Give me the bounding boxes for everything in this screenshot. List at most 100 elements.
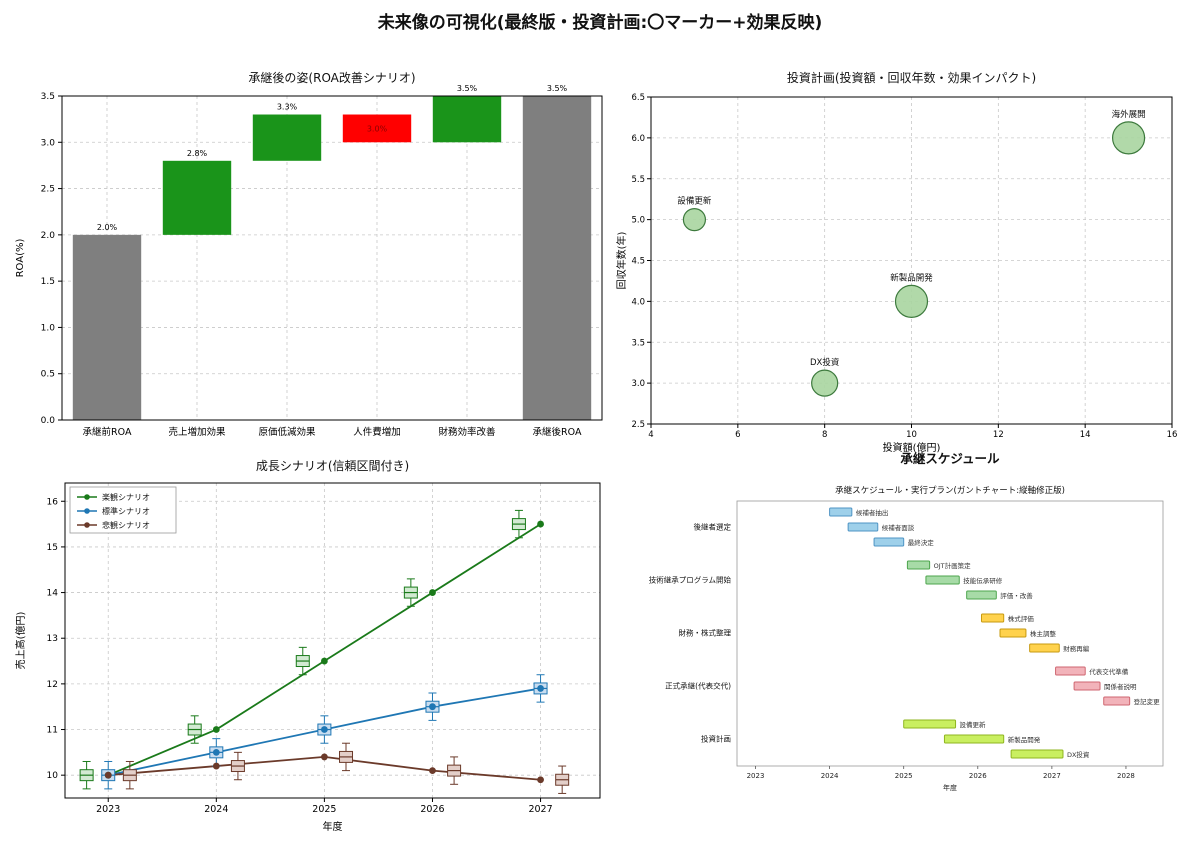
y-axis-label: 回収年数(年) (616, 232, 628, 290)
y-tick-label: 14 (47, 589, 59, 599)
gantt-task-bar (925, 575, 960, 585)
y-tick-label: 3.5 (41, 92, 55, 102)
bubble-label: 新製品開発 (890, 272, 933, 283)
waterfall-bar (342, 114, 412, 143)
bubble-point (682, 208, 707, 232)
gantt-task-bar (943, 734, 1005, 744)
bubble-label: DX投資 (810, 357, 839, 368)
gantt-task-label: OJT計画策定 (934, 561, 972, 570)
gantt-category-label: 後継者選定 (694, 522, 732, 532)
page-title: 未来像の可視化(最終版・投資計画:〇マーカー+効果反映) (377, 13, 823, 33)
y-tick-label: 2.5 (631, 420, 645, 430)
data-point (320, 753, 328, 761)
y-tick-label: 3.5 (631, 338, 645, 348)
y-tick-label: 11 (47, 726, 58, 736)
x-axis-label: 投資額(億円) (883, 441, 941, 454)
gantt-inner-title: 承継スケジュール・実行プラン(ガントチャート:縦軸修正版) (835, 485, 1065, 496)
x-tick-label: 4 (648, 430, 653, 440)
data-point (537, 776, 544, 784)
y-tick-label: 6.5 (631, 93, 645, 103)
gantt-task-label: 登記変更 (1134, 697, 1161, 706)
gantt-task-bar (1055, 666, 1086, 676)
waterfall-bar (252, 114, 322, 161)
x-tick-label: 2028 (1117, 772, 1135, 780)
y-tick-label: 4.5 (631, 257, 645, 267)
x-tick-label: 2026 (969, 772, 987, 780)
data-point (212, 726, 220, 733)
y-tick-label: 2.0 (41, 231, 56, 241)
y-tick-label: 13 (47, 634, 58, 644)
gantt-task-bar (1010, 749, 1064, 759)
gantt-task-bar (1103, 696, 1131, 706)
y-tick-label: 0.5 (41, 370, 55, 380)
waterfall-bar (522, 96, 592, 420)
gantt-task-bar (1073, 681, 1101, 691)
data-point (212, 748, 220, 756)
y-tick-label: 5.0 (631, 216, 645, 226)
y-tick-label: 16 (47, 497, 59, 507)
x-tick-label: 承継後ROA (533, 426, 582, 438)
gantt-task-bar (980, 613, 1005, 623)
growth-chart-panel: 10 11 12 13 14 15 16 2023 2024 2025 2026 2027 成長シナリオ… (10, 452, 622, 851)
x-tick-label: 2023 (96, 804, 120, 815)
gantt-task-label: DX投資 (1067, 750, 1090, 759)
x-tick-label: 2027 (528, 804, 552, 815)
y-tick-label: 3.0 (41, 138, 56, 148)
bubble-chart-panel: 2.5 3.0 3.5 4.0 4.5 5.0 5.5 6.0 6.5 4 6 8 10 12 14 16 設備… (615, 58, 1194, 464)
x-axis-label: 年度 (943, 783, 957, 792)
x-tick-label: 12 (993, 430, 1004, 440)
gantt-category-label: 投資計画 (701, 734, 731, 744)
gantt-task-label: 代表交代準備 (1089, 667, 1129, 676)
x-tick-label: 10 (906, 430, 917, 440)
bar-value-label: 3.0% (367, 124, 388, 133)
gantt-task-bar (999, 628, 1027, 638)
chart-title: 承継後の姿(ROA改善シナリオ) (248, 70, 415, 85)
x-tick-label: 2026 (420, 804, 444, 815)
gantt-outer-title: 承継スケジュール (900, 451, 1000, 466)
data-point (212, 762, 220, 770)
gantt-task-bar (906, 560, 931, 570)
gantt-task-bar (903, 719, 957, 729)
gantt-task-label: 評価・改善 (1000, 591, 1033, 600)
data-point (104, 771, 112, 779)
x-tick-label: 8 (822, 430, 827, 440)
y-tick-label: 6.0 (631, 134, 645, 144)
y-tick-label: 0.0 (41, 416, 56, 426)
waterfall-chart-panel: 0.0 0.5 1.0 1.5 2.0 2.5 3.0 3.5 2.0% 承継前ROA 2.8% 売上… (10, 58, 620, 454)
legend-label: 標準シナリオ (102, 506, 150, 516)
bubble-point (811, 369, 839, 397)
growth-line-chart: 10 11 12 13 14 15 16 2023 2024 2025 2026 2027 成長シナリオ… (14, 459, 601, 833)
gantt-category-label: 財務・株式整理 (679, 628, 732, 638)
gantt-task-label: 財務再編 (1063, 644, 1090, 653)
y-tick-label: 4.0 (631, 297, 645, 307)
legend-label: 悲観シナリオ (102, 520, 150, 530)
x-tick-label: 人件費増加 (353, 426, 401, 438)
data-point (537, 685, 544, 692)
legend-marker (84, 522, 90, 528)
gantt-task-label: 最終決定 (908, 538, 935, 547)
bar-value-label: 3.5% (547, 84, 568, 93)
axes-frame (64, 482, 601, 799)
x-tick-label: 売上増加効果 (168, 426, 226, 438)
y-tick-label: 3.0 (631, 379, 645, 389)
data-point (429, 589, 436, 596)
y-tick-label: 2.5 (41, 185, 55, 195)
legend-marker (84, 508, 90, 514)
bubble-point (1111, 121, 1146, 155)
gantt-task-label: 候補者抽出 (856, 508, 889, 517)
legend-marker (84, 494, 90, 500)
chart-title: 投資計画(投資額・回収年数・効果インパクト) (787, 70, 1036, 85)
y-tick-label: 10 (47, 771, 59, 781)
data-point (320, 726, 328, 733)
bar-value-label: 3.5% (457, 84, 478, 93)
gantt-task-label: 設備更新 (960, 720, 987, 729)
data-point (320, 657, 328, 665)
gantt-task-label: 候補者面談 (882, 523, 915, 532)
y-tick-label: 1.0 (41, 323, 56, 333)
gantt-task-bar (847, 522, 879, 532)
gantt-task-bar (829, 507, 853, 517)
data-point (429, 767, 436, 775)
bar-value-label: 3.3% (277, 103, 298, 112)
gantt-task-bar (873, 537, 905, 547)
